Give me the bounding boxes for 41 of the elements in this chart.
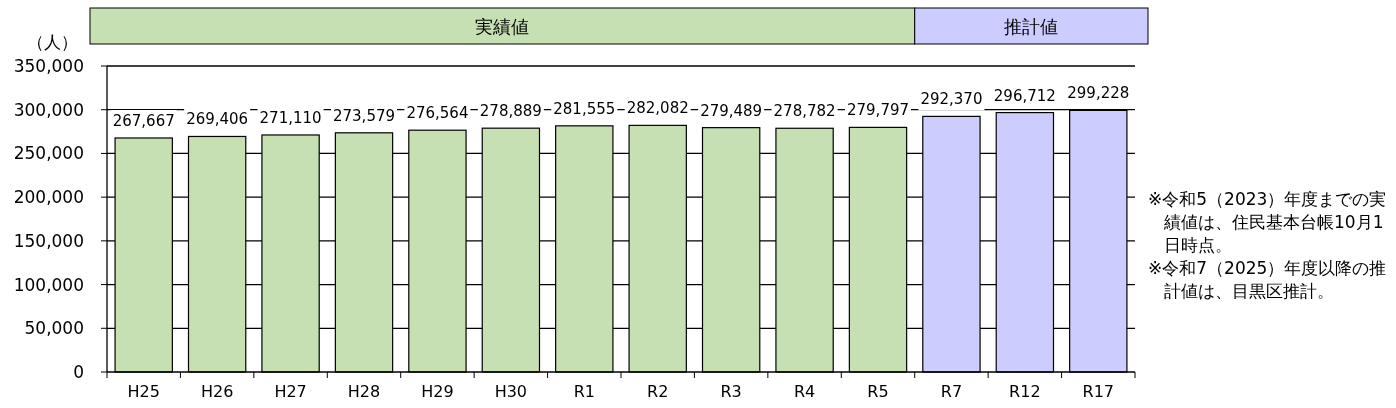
x-tick-label: H27 <box>274 382 307 401</box>
x-tick-label: R1 <box>573 382 595 401</box>
data-label: 278,889 <box>479 102 542 121</box>
x-tick-label: R4 <box>793 382 816 401</box>
y-tick-label: 50,000 <box>24 318 84 339</box>
data-label: 299,228 <box>1067 84 1130 103</box>
text: ※令和5（2023）年度までの実績値は、住民基本台帳10月1日時点。 <box>1148 189 1387 255</box>
data-label: 278,782 <box>773 102 836 121</box>
data-label: 267,667 <box>112 111 175 130</box>
data-label: 276,564 <box>406 104 469 123</box>
y-axis-title: （人） <box>26 32 78 52</box>
data-label: 279,489 <box>700 101 763 120</box>
x-tick-label: R5 <box>867 382 889 401</box>
data-label: 296,712 <box>993 86 1056 105</box>
y-tick-label: 300,000 <box>13 99 84 120</box>
data-label: 292,370 <box>920 90 983 109</box>
x-tick-label: R2 <box>647 382 669 401</box>
x-tick-label: H25 <box>127 382 160 401</box>
text: ※令和7（2025）年度以降の推計値は、目黒区推計。 <box>1148 258 1387 301</box>
x-tick-label: R3 <box>720 382 742 401</box>
text: 推計値 <box>1004 16 1059 37</box>
data-label: 281,555 <box>553 99 616 118</box>
x-tick-label: H30 <box>494 382 528 401</box>
data-label: 273,579 <box>332 106 396 125</box>
x-tick-label: H26 <box>200 382 234 401</box>
y-tick-label: 200,000 <box>13 187 84 208</box>
y-tick-label: 350,000 <box>13 56 84 76</box>
x-tick-label: R17 <box>1082 382 1115 401</box>
text: 実績値 <box>475 16 530 37</box>
data-label: 279,797 <box>846 101 910 120</box>
y-tick-label: 0 <box>73 362 84 382</box>
y-tick-label: 250,000 <box>13 143 84 164</box>
y-tick-label: 150,000 <box>13 230 84 251</box>
data-label: 271,110 <box>259 108 322 127</box>
data-label: 269,406 <box>186 110 249 129</box>
x-tick-label: R12 <box>1009 382 1041 401</box>
x-tick-label: H29 <box>421 382 454 401</box>
y-tick-label: 100,000 <box>13 274 84 295</box>
x-tick-label: R7 <box>940 382 963 401</box>
data-label: 282,082 <box>626 99 689 118</box>
x-tick-label: H28 <box>347 382 381 401</box>
